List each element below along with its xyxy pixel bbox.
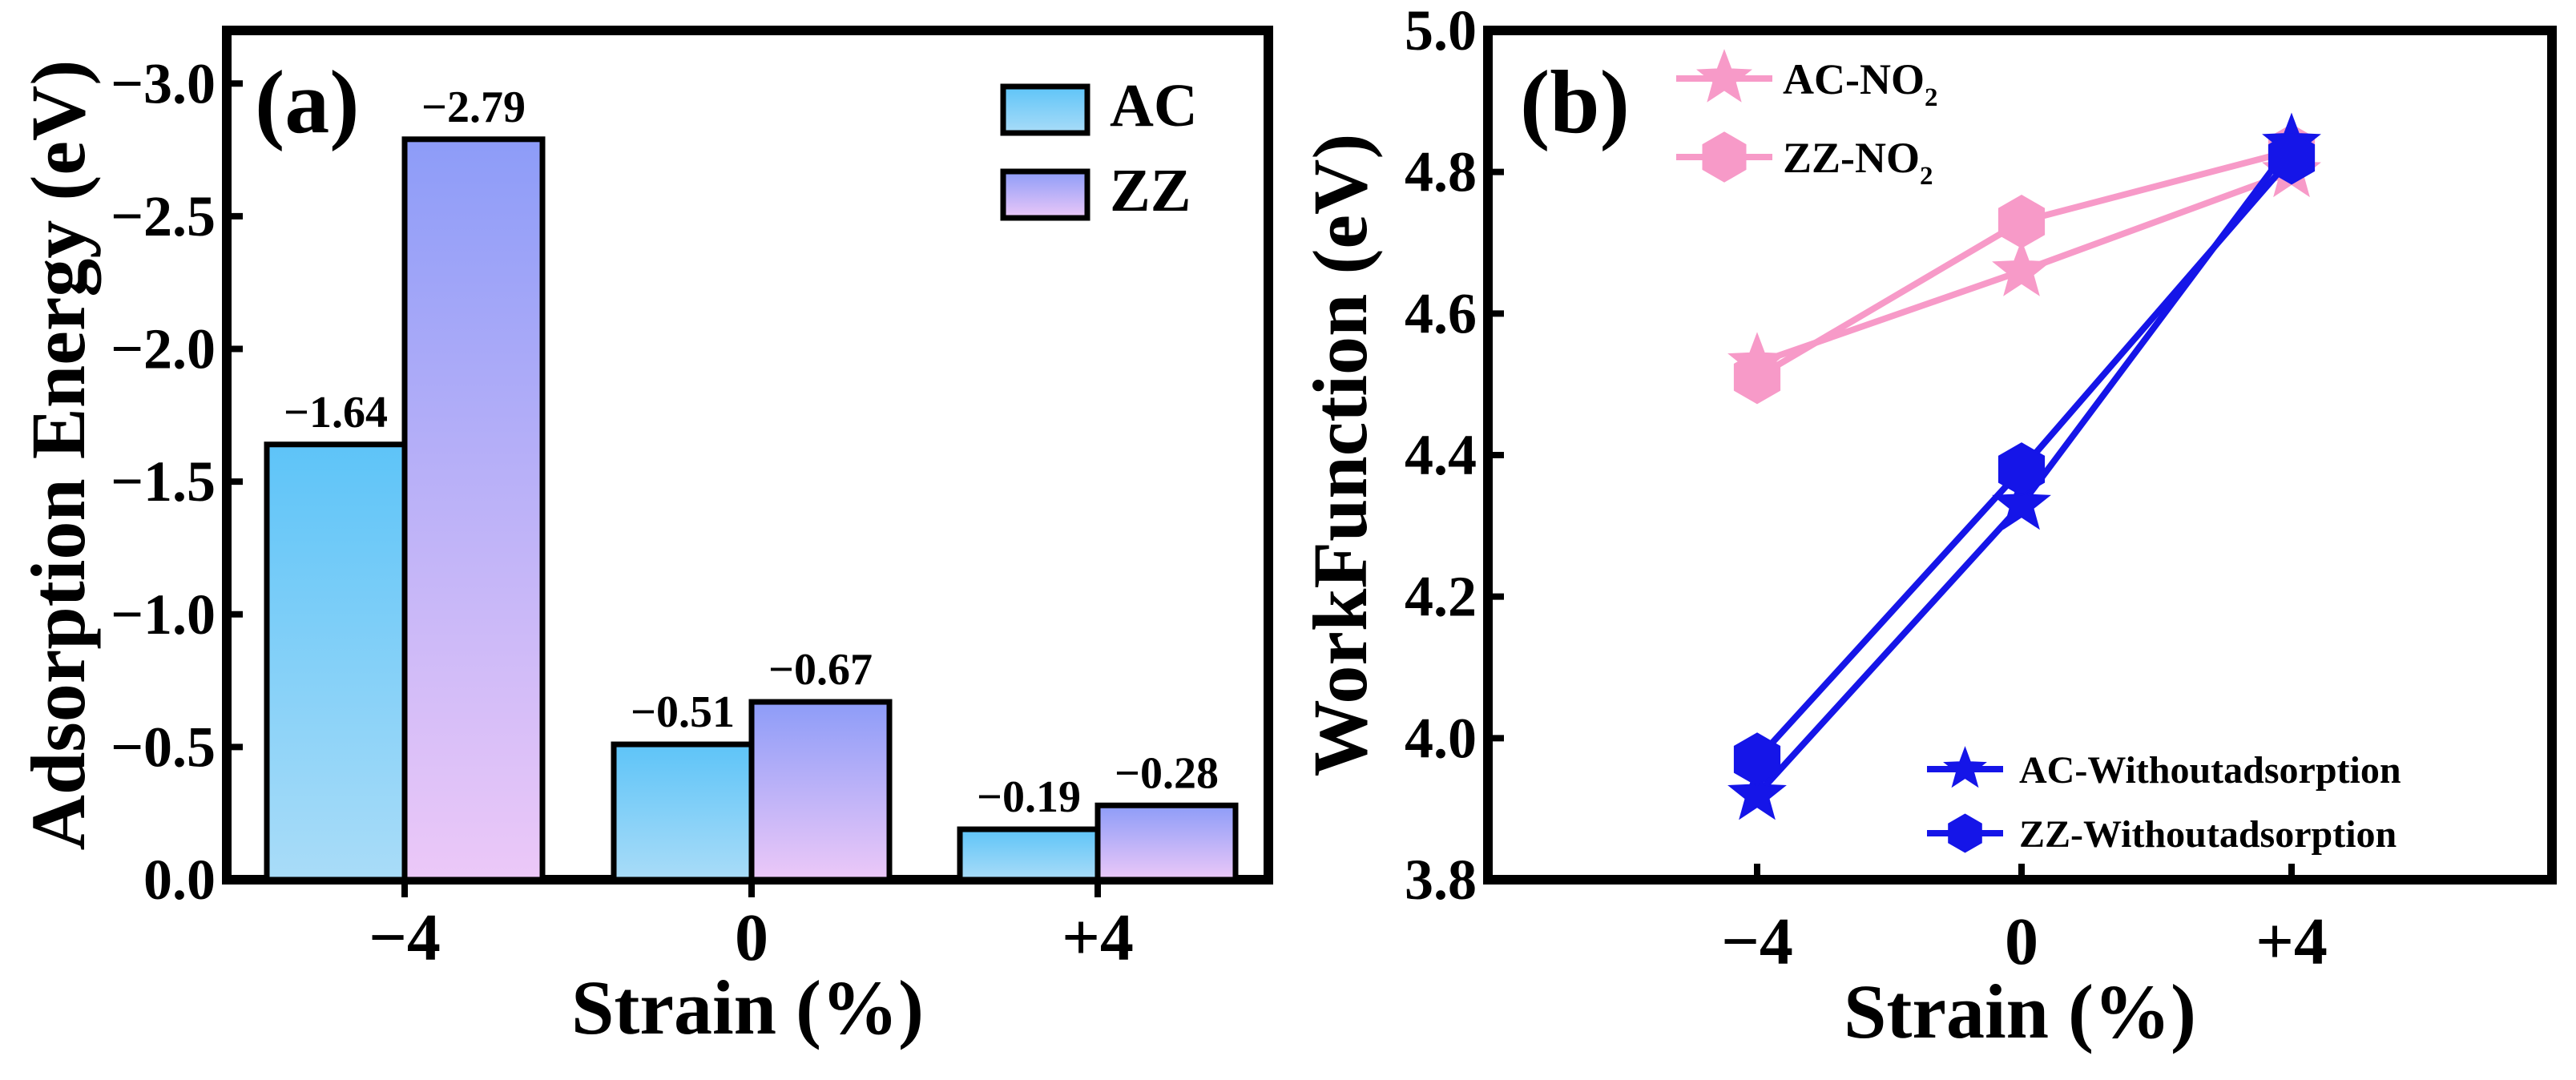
panel-b-legend: AC-NO2 ZZ-NO2 AC-Withoutadsorption ZZ-Witho…	[1676, 49, 2401, 856]
panel-a-y-tick-label: −1.5	[111, 449, 216, 514]
bar-value-label: −0.67	[768, 645, 873, 695]
panel-b-y-tick-label: 4.4	[1405, 423, 1477, 487]
bar-value-label: −1.64	[284, 388, 388, 437]
panel-a-y-tick-label: −0.5	[111, 715, 216, 779]
panel-a-label: (a)	[255, 53, 360, 152]
panel-b-y-tick-label: 4.6	[1405, 281, 1477, 345]
panel-a-x-tick-label: 0	[735, 901, 768, 975]
legend-label-ac-withoutadsorption: AC-Withoutadsorption	[2019, 749, 2401, 792]
series-point-ac-no2	[1992, 240, 2051, 296]
panel-b-x-tick-label: +4	[2256, 905, 2328, 979]
bar-zz-1	[748, 699, 893, 883]
legend-swatch-zz	[1000, 168, 1090, 221]
series-point-zz-withoutadsorption	[1733, 732, 1781, 787]
panel-a-ticks: 0.0 −0.5 −1.0 −1.5 −2.0 −2.5 −3.0 −4 0 +4	[111, 51, 1134, 975]
bar-zz-0	[401, 136, 546, 883]
panel-b-ticks: 3.8 4.0 4.2 4.4 4.6 4.8 5.0 −4 0 +4	[1405, 0, 2328, 979]
panel-b-x-tick-label: 0	[2005, 905, 2038, 979]
bar-value-label: −0.28	[1115, 748, 1219, 798]
panel-b-y-tick-label: 4.0	[1405, 706, 1477, 770]
series-point-zz-no2	[1998, 194, 2046, 249]
legend-swatch-ac	[1000, 83, 1090, 136]
panel-b-label: (b)	[1520, 53, 1630, 152]
panel-a-y-tick-label: −3.0	[111, 51, 216, 115]
panel-b-x-axis-title: Strain (%)	[1844, 969, 2196, 1054]
legend-label-zz-withoutadsorption: ZZ-Withoutadsorption	[2019, 813, 2397, 856]
bar-value-label: −0.51	[631, 687, 735, 737]
panel-a-bars: −1.64 −2.79 −0.51 −0.67 −0.19 −0.28	[264, 83, 1239, 883]
legend-label-ac-no2: AC-NO2	[1783, 55, 1937, 112]
bar-ac-2	[957, 826, 1101, 883]
series-point-ac-withoutadsorption	[1727, 764, 1787, 820]
legend-label-zz: ZZ	[1110, 157, 1191, 224]
panel-a-legend: AC ZZ	[1000, 72, 1198, 224]
panel-a-x-axis-title: Strain (%)	[571, 965, 924, 1050]
series-point-zz-no2	[1733, 350, 1781, 405]
bar-zz-2	[1094, 802, 1239, 883]
panel-a-bar-chart: −1.64 −2.79 −0.51 −0.67 −0.19 −0.28 0.0 −0.5 −1…	[15, 26, 1273, 1050]
panel-a-x-tick-label: −4	[369, 901, 441, 975]
legend-marker-zz-withoutadsorption	[1948, 813, 1982, 853]
bar-ac-1	[611, 741, 755, 883]
series-point-zz-withoutadsorption	[2268, 131, 2316, 185]
panel-b-y-tick-label: 4.2	[1405, 565, 1477, 629]
panel-b-y-tick-label: 4.8	[1405, 140, 1477, 204]
panel-b-x-tick-label: −4	[1721, 905, 1793, 979]
panel-a-y-tick-label: 0.0	[143, 848, 216, 912]
series-point-zz-withoutadsorption	[1998, 442, 2046, 497]
bar-value-label: −0.19	[977, 772, 1081, 822]
bar-value-label: −2.79	[421, 83, 526, 132]
legend-marker-ac-withoutadsorption	[1943, 746, 1987, 788]
panel-a-y-tick-label: −2.5	[111, 184, 216, 248]
panel-b-y-tick-label: 5.0	[1405, 0, 1477, 62]
legend-marker-zz-no2	[1702, 131, 1747, 183]
bar-ac-0	[264, 441, 408, 883]
legend-label-ac: AC	[1110, 72, 1198, 139]
legend-label-zz-no2: ZZ-NO2	[1783, 134, 1933, 191]
legend-marker-ac-no2	[1695, 49, 1753, 103]
panel-a-y-tick-label: −2.0	[111, 317, 216, 381]
panel-b-line-chart: 3.8 4.0 4.2 4.4 4.6 4.8 5.0 −4 0 +4 (b) Strain (%…	[1297, 0, 2557, 1054]
panel-b-y-tick-label: 3.8	[1405, 848, 1477, 912]
panel-a-y-tick-label: −1.0	[111, 582, 216, 647]
panel-b-y-axis-title: WorkFunction (eV)	[1297, 134, 1383, 777]
panel-a-x-tick-label: +4	[1062, 901, 1134, 975]
panel-a-y-axis-title: Adsorption Energy (eV)	[15, 60, 101, 851]
panel-b-lines	[1727, 112, 2321, 820]
